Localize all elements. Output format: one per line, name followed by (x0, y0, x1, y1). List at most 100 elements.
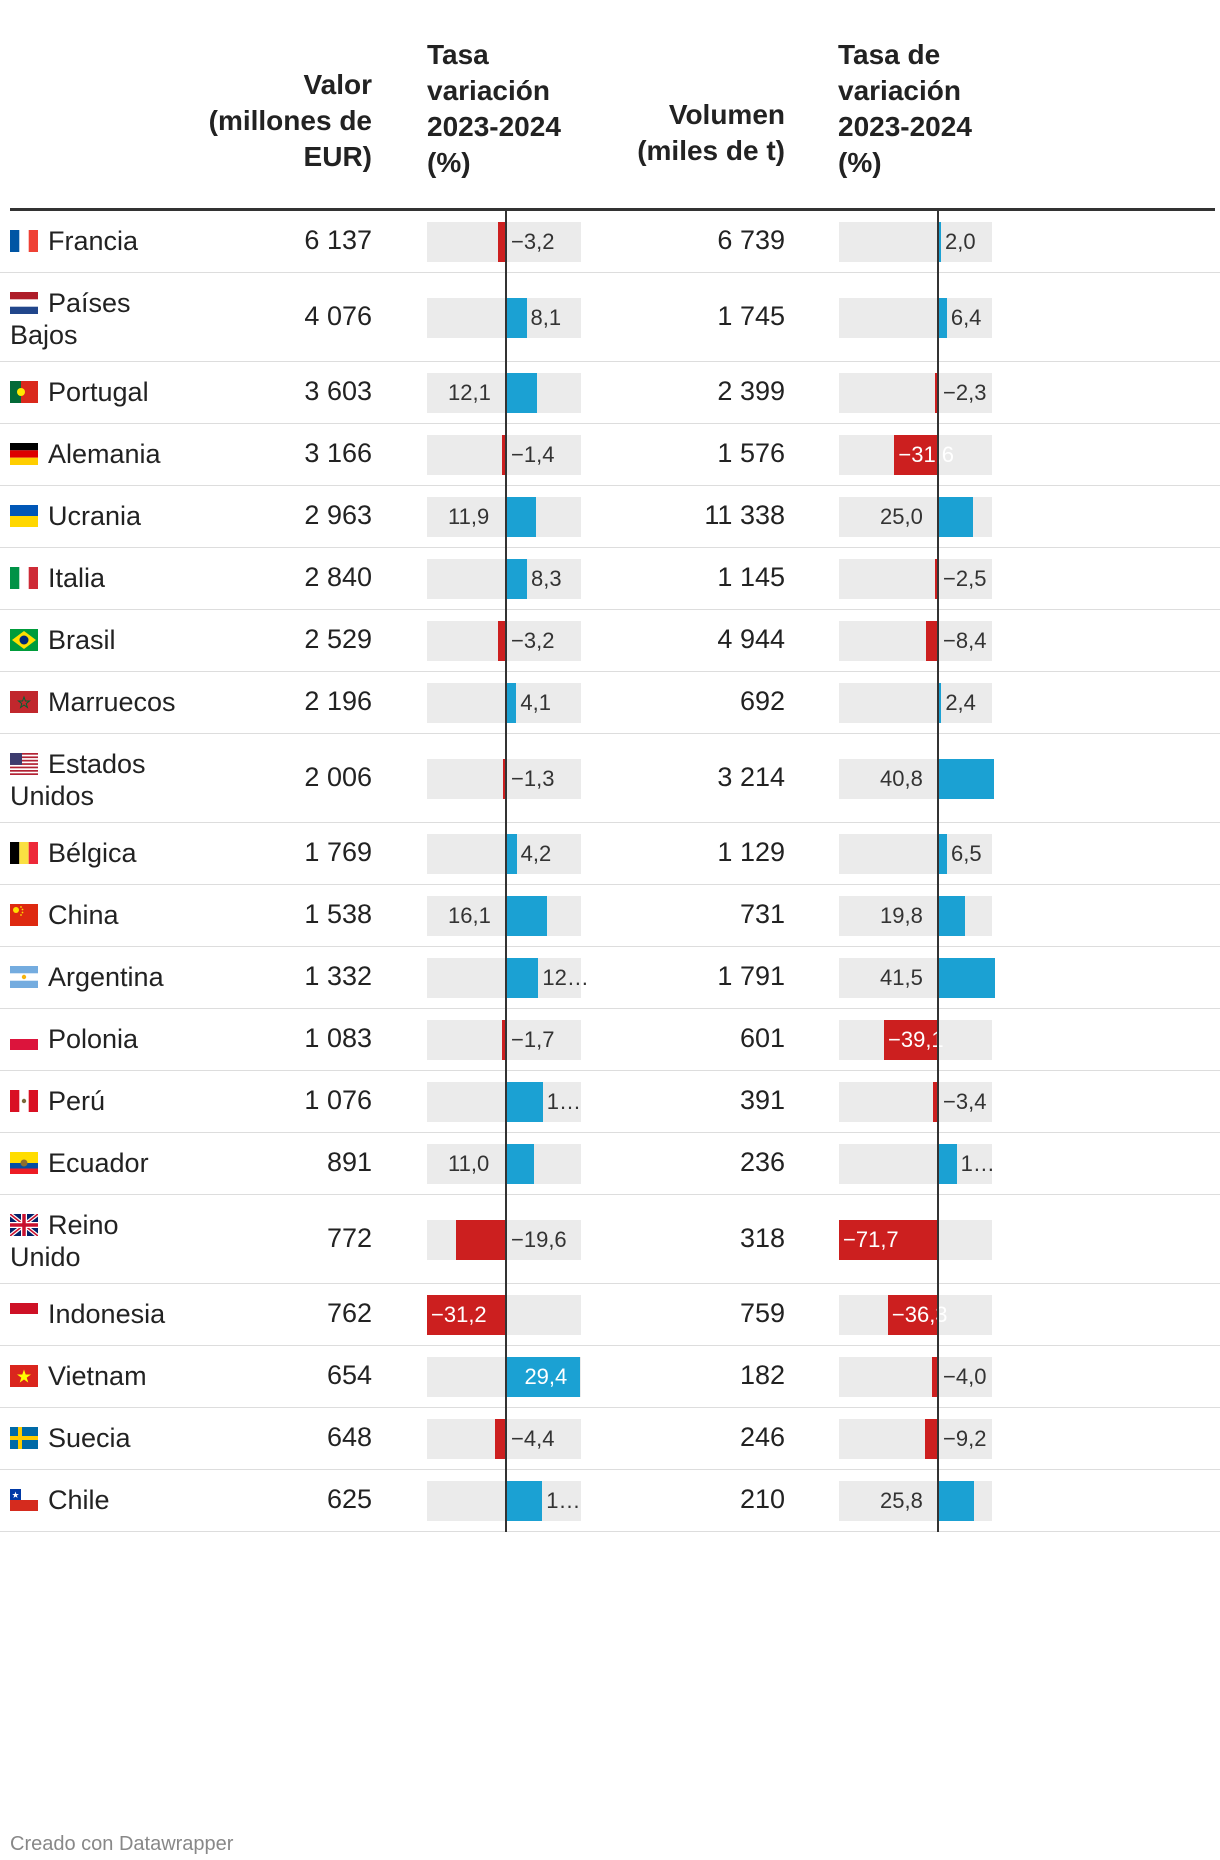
country-cell: Indonesia (10, 1298, 260, 1330)
tasa_volumen-label: −3,4 (943, 1089, 987, 1114)
valor-cell: 1 083 (304, 1023, 372, 1053)
tasa_valor-bar (506, 298, 527, 338)
volumen-cell: 1 129 (717, 837, 785, 867)
valor-cell: 2 840 (304, 562, 372, 592)
country-name: Alemania (48, 439, 161, 469)
country-name: Indonesia (48, 1299, 166, 1329)
volumen-cell: 11 338 (704, 500, 785, 530)
tasa_volumen-bar-background (839, 373, 992, 413)
netherlands-flag-icon (10, 292, 38, 314)
tasa_valor-bar-background (427, 559, 581, 599)
tasa_valor-bar (497, 222, 506, 262)
country-name: Chile (48, 1485, 110, 1515)
country-cell: Argentina (10, 961, 260, 993)
uk-flag-icon (10, 1214, 38, 1236)
valor-cell: 762 (326, 1298, 372, 1328)
table-row: Reino Unido 772 318 −19,6 −71,7 (0, 1195, 1220, 1284)
valor-cell: 3 603 (304, 376, 372, 406)
header-tasa-valor-text: Tasa variación 2023-2024 (%) (427, 39, 561, 178)
country-name: Polonia (48, 1024, 139, 1054)
tasa_valor-bar-background (427, 497, 581, 537)
tasa_volumen-bar (938, 683, 942, 723)
table-row: Alemania 3 166 1 576 −1,4 −31,6 (0, 424, 1220, 486)
tasa_volumen-bar-background (839, 222, 992, 262)
volumen-cell: 759 (739, 1298, 785, 1328)
country-name: Brasil (48, 625, 116, 655)
valor-cell: 1 538 (304, 899, 372, 929)
tasa_valor-bar (506, 896, 547, 936)
table-row: Brasil 2 529 4 944 −3,2 −8,4 (0, 610, 1220, 672)
tasa_volumen-bar (938, 759, 995, 799)
country-cell: Polonia (10, 1023, 260, 1055)
table-row: Indonesia 762 759 −31,2 −36,3 (0, 1284, 1220, 1346)
valor-cell: 6 137 (304, 225, 372, 255)
country-cell: Suecia (10, 1422, 260, 1454)
valor-cell: 654 (326, 1360, 372, 1390)
table-row: Países Bajos 4 076 1 745 8,1 6,4 (0, 273, 1220, 362)
poland-flag-icon (10, 1028, 38, 1050)
tasa_volumen-label: −31,6 (898, 442, 955, 467)
header-tasa-volumen: Tasa de variación 2023-2024 (%) (838, 37, 1008, 181)
country-cell: Alemania (10, 438, 260, 470)
brazil-flag-icon (10, 629, 38, 651)
tasa_valor-label: 29,4 (524, 1364, 568, 1389)
tasa_volumen-label: −39,1 (888, 1027, 944, 1052)
valor-cell: 772 (326, 1223, 372, 1253)
china-flag-icon (10, 904, 38, 926)
tasa_valor-bar (502, 759, 506, 799)
tasa_volumen-label: 2,4 (945, 690, 976, 715)
tasa_volumen-label: 41,5 (880, 965, 923, 990)
valor-cell: 2 963 (304, 500, 372, 530)
tasa_volumen-label: 25,0 (880, 504, 923, 529)
tasa_valor-label: −1,3 (511, 766, 555, 791)
volumen-cell: 391 (739, 1085, 785, 1115)
valor-cell: 1 769 (304, 837, 372, 867)
table-row: Bélgica 1 769 1 129 4,2 6,5 (0, 823, 1220, 885)
tasa_volumen-label: 6,5 (950, 841, 982, 866)
country-name: Ecuador (48, 1148, 149, 1178)
country-cell: China (10, 899, 260, 931)
tasa_volumen-bar-background (839, 1357, 992, 1397)
tasa_volumen-label: −2,3 (943, 380, 987, 405)
tasa_volumen-bar-background (839, 621, 992, 661)
tasa_valor-label: −3,2 (511, 229, 555, 254)
tasa_volumen-bar-background (839, 834, 992, 874)
tasa_valor-bar (506, 559, 528, 599)
tasa_volumen-bar (938, 222, 941, 262)
footer-credit[interactable]: Creado con Datawrapper (10, 1833, 234, 1855)
tasa_valor-label: 11,0 (448, 1151, 490, 1176)
tasa_valor-label: 1… (546, 1089, 581, 1114)
tasa_volumen-bar-background (839, 1419, 992, 1459)
tasa_volumen-bar (933, 1082, 938, 1122)
tasa_volumen-label: −4,0 (943, 1364, 987, 1389)
valor-cell: 4 076 (304, 301, 372, 331)
valor-cell: 2 006 (304, 762, 372, 792)
tasa_volumen-bar (934, 373, 938, 413)
tasa_valor-bar (427, 1295, 506, 1335)
italy-flag-icon (10, 567, 38, 589)
header-volumen: Volumen (miles de t) (600, 97, 785, 169)
valor-cell: 3 166 (304, 438, 372, 468)
tasa_volumen-bar-background (839, 683, 992, 723)
tasa_valor-bar-background (427, 683, 581, 723)
tasa_valor-bar-background (427, 1144, 581, 1184)
volumen-cell: 6 739 (717, 225, 785, 255)
tasa_valor-label: −3,2 (511, 628, 555, 653)
tasa-valor-zero-axis (505, 211, 507, 1532)
tasa_valor-bar (506, 373, 537, 413)
argentina-flag-icon (10, 966, 38, 988)
tasa_valor-label: 4,1 (520, 690, 551, 715)
peru-flag-icon (10, 1090, 38, 1112)
tasa_valor-label: 8,3 (531, 566, 562, 591)
tasa_valor-bar (497, 621, 506, 661)
country-name: Italia (48, 563, 106, 593)
tasa_volumen-bar (926, 621, 938, 661)
table-row: Polonia 1 083 601 −1,7 −39,1 (0, 1009, 1220, 1071)
volumen-cell: 2 399 (717, 376, 785, 406)
tasa_volumen-bar (938, 1144, 957, 1184)
germany-flag-icon (10, 443, 38, 465)
header-volumen-text: Volumen (miles de t) (637, 99, 785, 166)
tasa_valor-bar (506, 1082, 543, 1122)
tasa_valor-label: 1… (546, 1488, 581, 1513)
header-divider (10, 208, 1215, 211)
